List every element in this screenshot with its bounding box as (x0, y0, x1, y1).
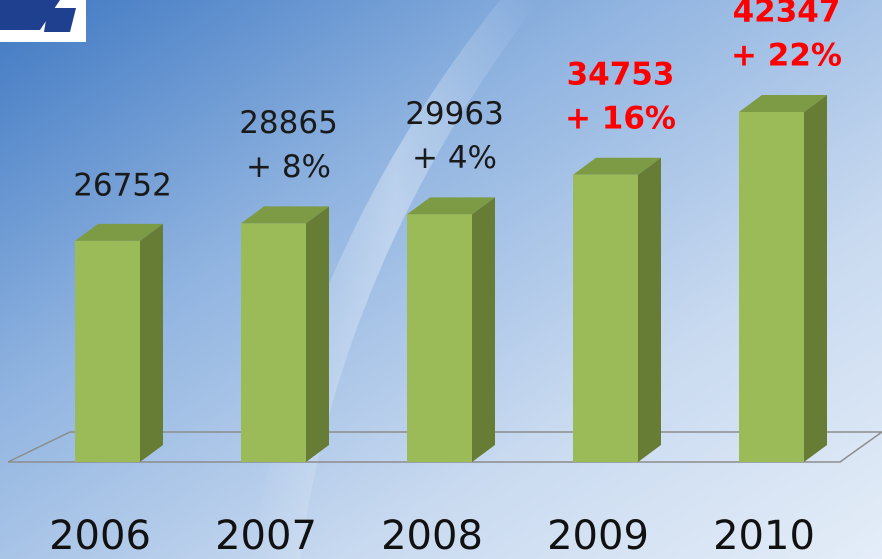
value-label: 28865 (239, 105, 338, 141)
bar-side (638, 157, 661, 462)
x-tick-label: 2008 (381, 513, 483, 559)
bar-top (739, 95, 827, 112)
bar (407, 197, 495, 462)
x-tick-label: 2006 (49, 513, 151, 559)
bar-side (804, 95, 827, 462)
bar-front (75, 240, 140, 462)
bar-top (241, 206, 329, 224)
bar-side (140, 223, 163, 462)
value-label: 29963 (405, 96, 504, 132)
value-label: 26752 (73, 167, 172, 203)
growth-label: + 16% (565, 100, 676, 136)
bar-top (407, 197, 495, 215)
x-tick-label: 2009 (547, 513, 649, 559)
floor (7, 431, 882, 463)
growth-label: + 4% (412, 140, 497, 176)
x-tick-label: 2007 (215, 513, 317, 559)
bar-side (472, 197, 495, 462)
value-label: 42347 (733, 0, 841, 30)
growth-label: + 8% (246, 149, 331, 185)
bar-front (739, 112, 804, 462)
bar-front (407, 214, 472, 462)
bar (75, 223, 163, 462)
bar (573, 157, 661, 462)
x-tick-label: 2010 (713, 513, 815, 559)
bar-front (241, 223, 306, 462)
bar (739, 95, 827, 462)
bar-top (573, 157, 661, 175)
growth-label: + 22% (731, 38, 842, 74)
logo (0, 0, 86, 42)
bar (241, 206, 329, 462)
bar-top (75, 223, 163, 241)
bar-front (573, 174, 638, 462)
bar-side (306, 206, 329, 462)
value-label: 34753 (567, 56, 675, 92)
